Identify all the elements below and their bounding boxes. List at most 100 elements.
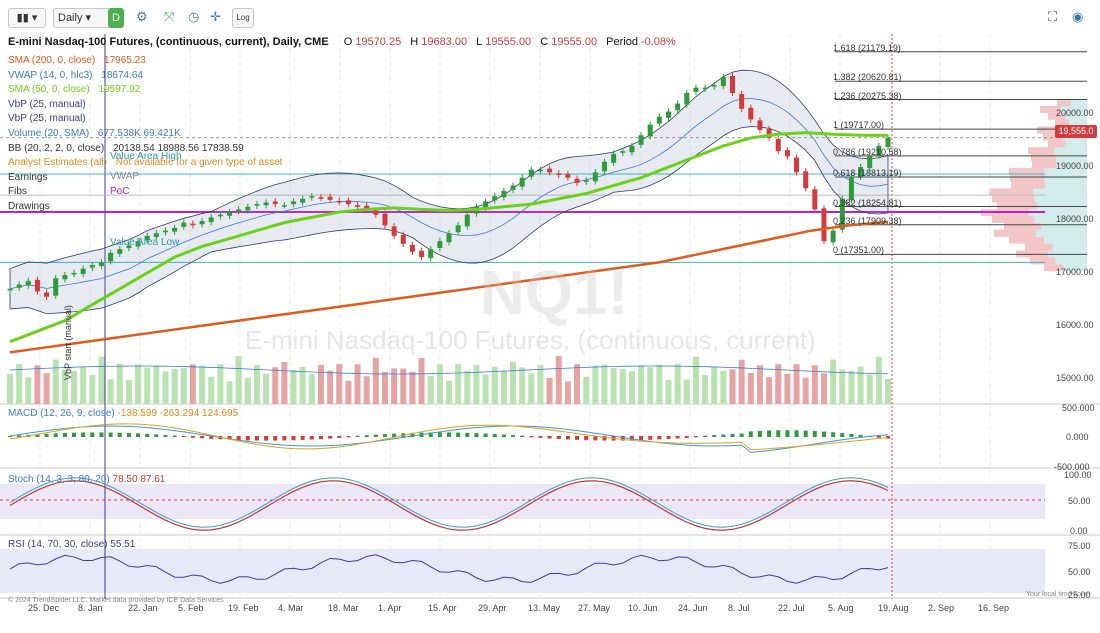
volume-bar (574, 364, 581, 404)
volume-bar (793, 364, 800, 404)
legend-item[interactable]: VbP (25, manual) (8, 99, 92, 111)
volume-bar (491, 366, 498, 404)
macd-histogram-bar (876, 436, 881, 438)
high-value: 19683.00 (421, 36, 468, 48)
log-scale-button[interactable]: Log (232, 8, 254, 28)
fullscreen-icon[interactable]: ⛶ (1048, 9, 1058, 24)
legend-item[interactable]: SMA (50, 0, close) 19597.92 (8, 84, 140, 96)
candle-body (556, 173, 562, 175)
candle-body (382, 213, 388, 226)
volume-bar (253, 365, 260, 404)
candle-body (666, 111, 671, 118)
candle-body (144, 235, 150, 241)
date-axis-label: 5. Aug (828, 603, 854, 613)
vbp-bar-buy (1037, 202, 1087, 210)
interval-badge[interactable]: D (108, 8, 124, 28)
candle-body (739, 94, 745, 109)
volume-bar (427, 376, 434, 404)
legend-item[interactable]: Analyst Estimates (all) Not available fo… (8, 157, 282, 169)
macd-histogram-bar (529, 436, 534, 438)
macd-histogram-bar (291, 436, 296, 441)
candle-body (400, 234, 406, 244)
legend-label: Drawings (8, 201, 50, 212)
macd-histogram-bar (776, 430, 781, 437)
candle-body (592, 172, 598, 182)
camera-icon[interactable]: ◉ (1072, 9, 1084, 24)
volume-bar (820, 373, 827, 404)
vbp-bar-sell (1037, 126, 1060, 134)
chart-title: E-mini Nasdaq-100 Futures, (continuous, … (8, 36, 329, 48)
legend-value: 19597.92 (95, 84, 141, 96)
settings-icon[interactable]: ⚙ (136, 9, 148, 24)
candle-body (885, 137, 891, 147)
open-label: O (343, 36, 353, 48)
vbp-bar-sell (992, 216, 1035, 224)
legend-item[interactable]: Fibs (8, 186, 33, 198)
legend-item[interactable]: Volume (20, SMA) 677.538K 69.421K (8, 128, 181, 140)
volume-bar (747, 372, 754, 404)
candle-body (419, 250, 425, 258)
vbp-bar-buy (1065, 112, 1087, 120)
volume-bar (628, 371, 635, 404)
legend-item[interactable]: Earnings (8, 172, 53, 184)
macd-histogram-bar (90, 432, 95, 437)
macd-histogram-bar (538, 436, 543, 438)
legend-item[interactable]: VWAP (14, 0, hlc3) 18674.64 (8, 70, 143, 82)
candle-body (446, 233, 452, 243)
date-axis-label: 22. Jul (778, 603, 805, 613)
chart-canvas[interactable] (0, 34, 1100, 633)
price-axis-label: 17000.00 (1056, 266, 1094, 277)
macd-histogram-bar (8, 436, 12, 437)
volume-bar (235, 356, 242, 404)
macd-histogram-bar (840, 433, 845, 437)
candle-body (217, 214, 223, 217)
legend-value: Not available for a given type of asset (112, 157, 283, 169)
macd-histogram-bar (355, 435, 360, 437)
vbp-bar-buy (1045, 181, 1087, 189)
volume-bar (674, 364, 681, 404)
candle-body (464, 214, 470, 227)
macd-histogram-bar (382, 434, 387, 437)
crosshair-icon[interactable]: ✛ (210, 9, 221, 24)
timezone-label[interactable]: Your local time zone (1026, 591, 1089, 598)
sma50-line (9, 131, 889, 344)
poc-label: PoC (110, 186, 130, 197)
interval-select[interactable]: Daily ▾ (53, 8, 111, 28)
vbp-bar-sell (1055, 119, 1070, 127)
fib-label: 0.786 (19210.58) (833, 146, 902, 157)
legend-item[interactable]: VbP (25, manual) (8, 113, 92, 125)
vbp-bar-sell (1032, 160, 1057, 168)
vbp-bar-sell (1025, 243, 1053, 251)
legend-item[interactable]: Drawings (8, 201, 56, 213)
candle-body (373, 210, 379, 215)
volume-axis-label: 500.000 (1062, 403, 1095, 413)
candle-body (638, 135, 644, 145)
macd-histogram-bar (748, 431, 753, 437)
legend-item[interactable]: BB (20, 2, 2, 0, close) 20138.54 18988.5… (8, 143, 244, 155)
chart-type-button[interactable]: ▮▮ ▾ (8, 8, 46, 28)
volume-bar (308, 374, 315, 404)
candle-body (839, 198, 845, 230)
vbp-bar-sell (1009, 236, 1045, 244)
vbp-bar-sell (1048, 112, 1066, 120)
macd-histogram-bar (821, 431, 826, 437)
vbp-bar-sell (1004, 222, 1042, 230)
volume-bar (125, 380, 132, 404)
volume-bar (830, 359, 837, 404)
vbp-bar-buy (1056, 160, 1087, 168)
candle-body (848, 177, 854, 200)
vbp-bar-buy (1063, 264, 1087, 272)
candle-body (80, 268, 86, 274)
macd-legend: MACD (12, 26, 9, close) -138.599 -263.29… (8, 408, 239, 419)
auto-trendline-icon[interactable]: ⤧ (164, 9, 175, 24)
fib-label: 1 (19717.00) (833, 120, 885, 131)
volume-bar (473, 364, 480, 404)
legend-item[interactable]: SMA (200, 0, close) 17965.23 (8, 55, 146, 67)
macd-axis-1: -500.000 (1054, 462, 1090, 472)
toolbar: ▮▮ ▾ Daily ▾ D ⚙ ⤧ ◷ ✛ Log ⛶ ◉ (0, 0, 1100, 35)
stoch-k-line (9, 477, 889, 528)
macd-histogram-bar (309, 436, 314, 440)
macd-signal-line (9, 423, 889, 451)
rsi-legend: RSI (14, 70, 30, close) 55.51 (8, 539, 136, 550)
clock-icon[interactable]: ◷ (188, 9, 200, 24)
